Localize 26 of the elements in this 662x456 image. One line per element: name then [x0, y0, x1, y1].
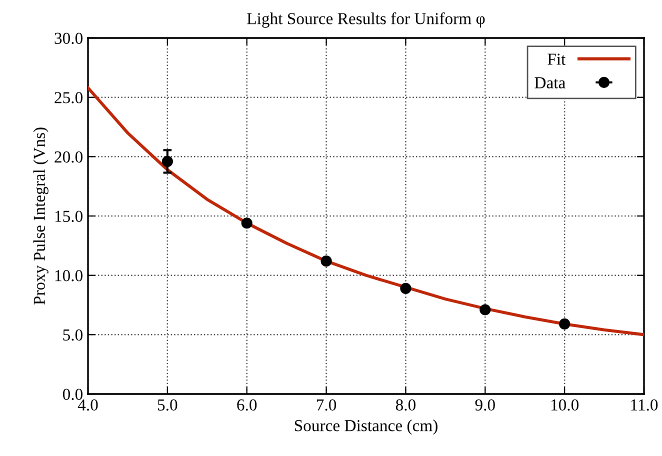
x-tick-label: 6.0: [237, 399, 257, 411]
point: [400, 282, 412, 294]
x-axis-title: Source Distance (cm): [294, 420, 438, 435]
y-tick-label: 15.0: [55, 210, 83, 222]
y-tick-label: 20.0: [54, 151, 83, 163]
legend-label: Fit: [548, 54, 566, 65]
x-tick-label: 5.0: [158, 399, 178, 411]
x-tick-label: 7.0: [316, 399, 336, 411]
point: [559, 318, 570, 330]
y-tick-label: 0.0: [62, 388, 83, 400]
y-tick-label: 5.0: [63, 329, 83, 341]
x-tick-label: 8.0: [396, 399, 416, 411]
point: [162, 156, 173, 167]
point: [320, 256, 332, 267]
legend-label: Data: [534, 77, 566, 88]
point: [480, 304, 491, 316]
x-tick-label: 11.0: [631, 399, 658, 411]
point: [241, 218, 252, 229]
y-axis-title: Proxy Pulse Integral (Vns): [33, 128, 48, 305]
x-tick-label: 4.0: [78, 399, 98, 411]
x-tick-label: 10.0: [551, 399, 579, 411]
x-tick-label: 9.0: [475, 399, 495, 411]
y-tick-label: 25.0: [54, 92, 83, 104]
y-tick-label: 10.0: [55, 270, 83, 282]
y-tick-label: 30.0: [54, 32, 83, 44]
chart-title: Light Source Results for Uniform φ: [247, 12, 485, 28]
